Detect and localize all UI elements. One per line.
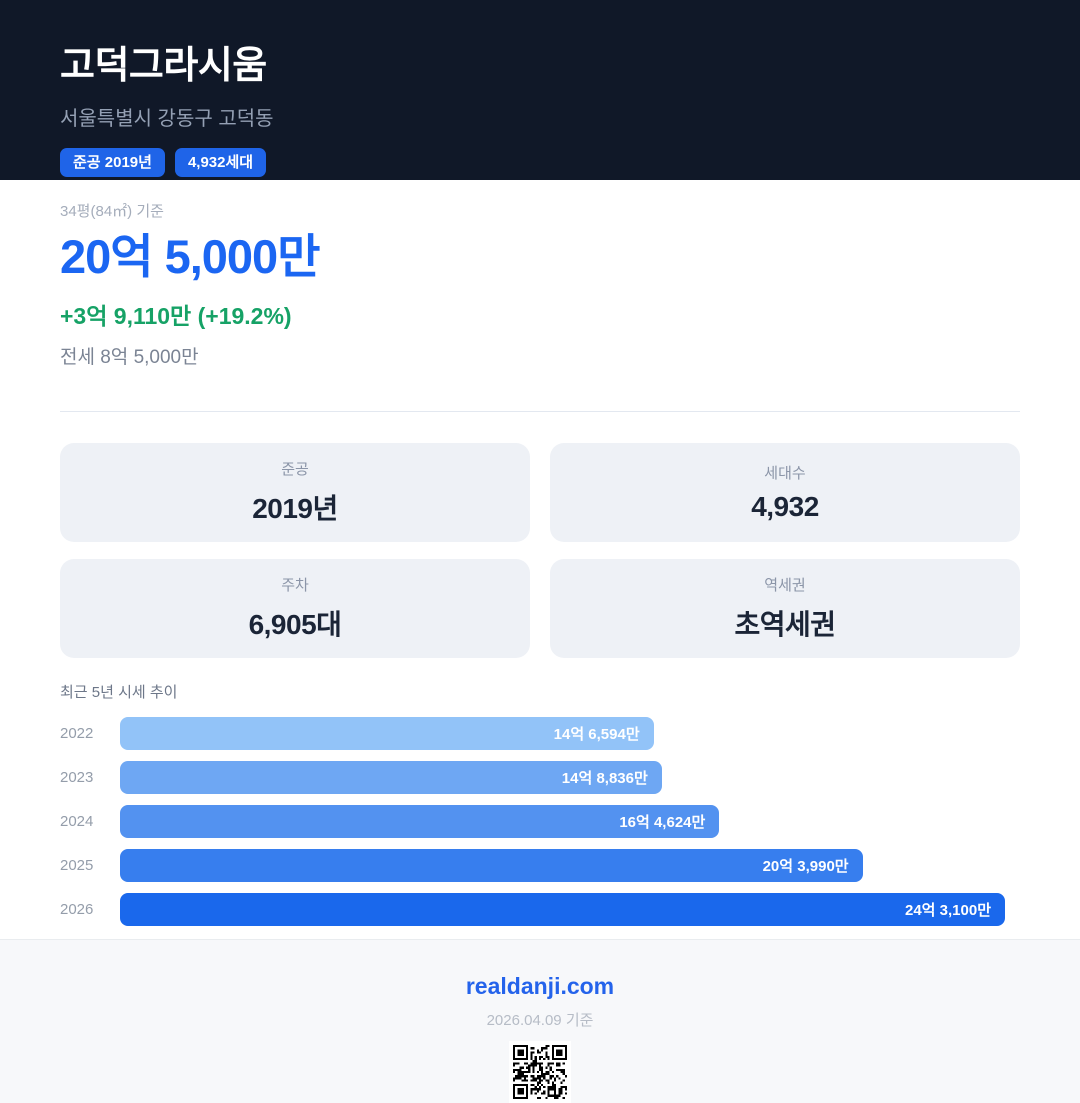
price-bar: 14억 6,594만 [120,717,654,750]
chart-row-2026: 2026 24억 3,100만 [60,893,1005,926]
price-bar: 20억 3,990만 [120,849,863,882]
chart-title: 최근 5년 시세 추이 [60,684,178,701]
chart-row-2023: 2023 14억 8,836만 [60,761,1005,794]
card-label: 준공 [281,461,309,478]
chart-rows: 2022 14억 6,594만 2023 14억 8,836만 2024 16억… [60,717,1020,926]
main-content: 34평(84㎡) 기준 20억 5,000만 +3억 9,110만 (+19.2… [0,180,1080,926]
header: 고덕그라시움 서울특별시 강동구 고덕동 준공 2019년 4,932세대 [0,0,1080,180]
price-bar: 24억 3,100만 [120,893,1005,926]
price-bar: 16억 4,624만 [120,805,720,838]
jeonse-price: 전세 8억 5,000만 [60,347,199,368]
current-price: 20억 5,000만 [60,230,320,283]
qr-code [509,1041,571,1103]
price-basis-label: 34평(84㎡) 기준 [60,203,164,220]
complex-title: 고덕그라시움 [60,45,267,87]
info-card-station: 역세권 초역세권 [550,559,1020,658]
complex-address: 서울특별시 강동구 고덕동 [60,108,274,130]
completion-year-badge: 준공 2019년 [60,148,165,177]
card-value: 4,932 [751,491,819,522]
year-tick: 2023 [60,769,94,786]
price-bar: 14억 8,836만 [120,761,662,794]
year-tick: 2022 [60,725,94,742]
info-card-grid: 준공 2019년 세대수 4,932 주차 6,905대 역세권 초역세권 [60,443,1020,658]
footer: realdanji.com 2026.04.09 기준 [0,939,1080,1103]
year-tick: 2025 [60,857,94,874]
card-value: 2019년 [252,493,338,524]
info-card-completion: 준공 2019년 [60,443,530,542]
section-divider [60,411,1020,412]
year-tick: 2024 [60,813,94,830]
card-value: 초역세권 [734,609,836,640]
chart-row-2025: 2025 20억 3,990만 [60,849,1005,882]
year-tick: 2026 [60,901,94,918]
card-value: 6,905대 [248,609,342,640]
card-label: 역세권 [764,577,806,594]
card-label: 세대수 [764,465,806,482]
chart-row-2024: 2024 16억 4,624만 [60,805,1005,838]
site-link[interactable]: realdanji.com [465,973,615,999]
data-date-label: 2026.04.09 기준 [486,1012,594,1029]
price-trend-chart: 최근 5년 시세 추이 2022 14억 6,594만 2023 14억 8,8… [60,681,1020,926]
info-card-parking: 주차 6,905대 [60,559,530,658]
info-card-households: 세대수 4,932 [550,443,1020,542]
chart-row-2022: 2022 14억 6,594만 [60,717,1005,750]
price-change: +3억 9,110만 (+19.2%) [60,303,292,329]
badge-row: 준공 2019년 4,932세대 [60,148,1020,177]
household-count-badge: 4,932세대 [174,148,267,177]
card-label: 주차 [281,577,309,594]
